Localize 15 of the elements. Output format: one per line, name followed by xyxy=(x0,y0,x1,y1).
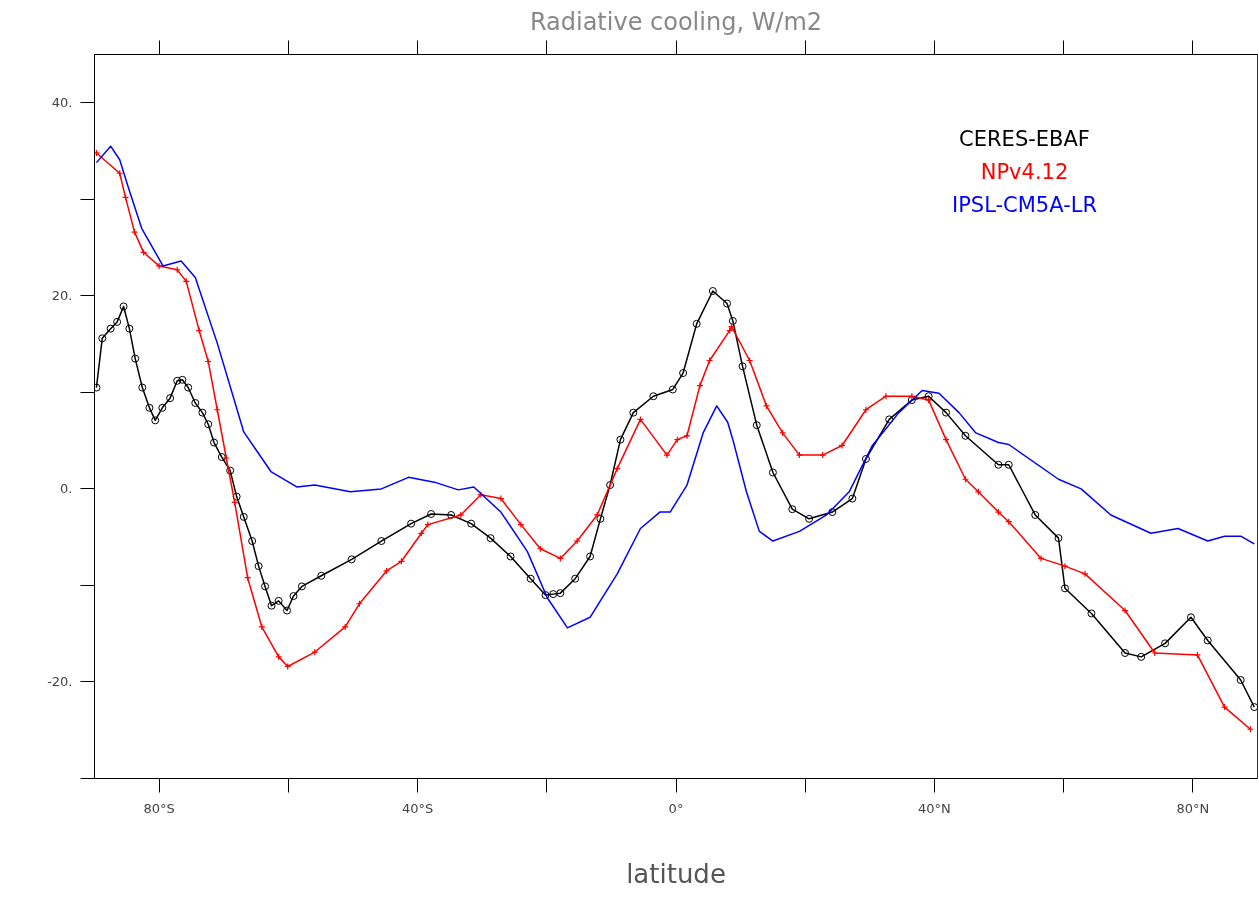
text: CERES-EBAF xyxy=(959,126,1090,151)
x-tick-label: 80°N xyxy=(1176,800,1210,816)
text: IPSL-CM5A-LR xyxy=(951,192,1098,217)
text: NPv4.12 xyxy=(980,159,1069,184)
line-series xyxy=(95,145,1256,629)
y-tick-label: 0. xyxy=(60,481,73,497)
chart-title: Radiative cooling, W/m2 xyxy=(529,7,823,36)
x-tick-label: 40°N xyxy=(918,800,951,816)
y-tick-label: 40. xyxy=(51,95,73,111)
y-tick-label: 20. xyxy=(51,288,73,304)
x-axis-title: latitude xyxy=(626,858,726,889)
y-tick-label: -20. xyxy=(47,674,73,690)
x-tick-label: 80°S xyxy=(143,800,175,816)
x-tick-label: 40°S xyxy=(401,800,434,816)
x-tick-label: 0° xyxy=(668,800,684,816)
